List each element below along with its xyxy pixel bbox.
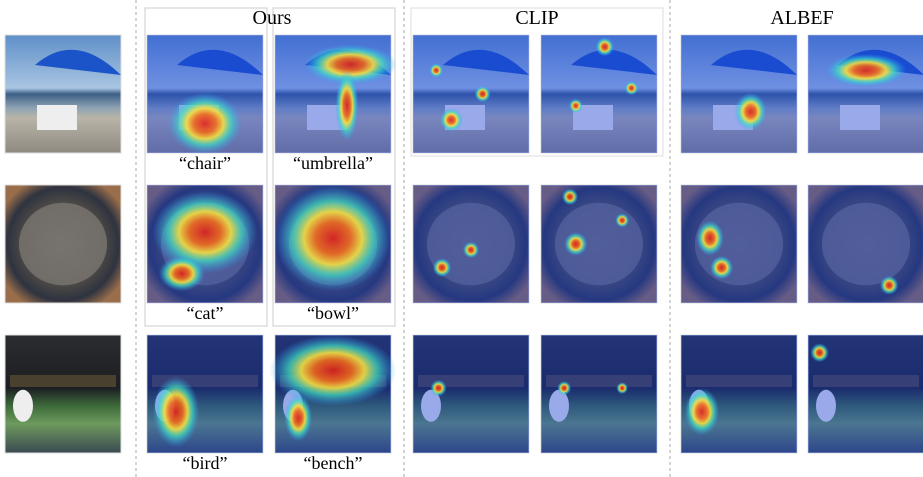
heat-blob xyxy=(615,213,629,227)
tint xyxy=(808,185,923,303)
heat-blob xyxy=(275,185,391,291)
bench xyxy=(10,375,116,387)
heat-blob xyxy=(562,189,578,206)
tint xyxy=(413,35,529,153)
tint xyxy=(541,335,657,453)
heat-blob xyxy=(433,258,452,277)
heat-blob xyxy=(269,335,397,406)
heat-blob xyxy=(825,54,906,87)
caption: “bird” xyxy=(183,453,228,473)
heat-blob xyxy=(710,256,733,280)
heat-blob xyxy=(159,256,205,291)
heat-blob xyxy=(564,232,587,256)
column-header: Ours xyxy=(253,7,292,29)
heat-blob xyxy=(810,343,829,362)
heat-blob xyxy=(440,108,463,132)
heat-blob xyxy=(557,381,571,395)
caption: “chair” xyxy=(179,153,231,173)
figure: Ours CLIP ALBEF “chair” “umbrella” “cat” “b… xyxy=(0,0,923,477)
heat-blob xyxy=(168,93,242,154)
heat-blob xyxy=(625,81,639,95)
heat-blob xyxy=(734,93,766,131)
caption: “cat” xyxy=(187,303,224,323)
cat xyxy=(19,203,107,286)
tint xyxy=(681,35,797,153)
caption: “bench” xyxy=(304,453,363,473)
heat-blob xyxy=(684,388,719,435)
image-grid: “chair” “umbrella” “cat” “bowl” “bird” “bench… xyxy=(5,35,923,473)
heat-blob xyxy=(474,86,490,103)
column-header: CLIP xyxy=(515,7,558,29)
heat-blob xyxy=(153,376,199,447)
heat-blob xyxy=(463,242,479,259)
caption: “umbrella” xyxy=(293,153,373,173)
heat-blob xyxy=(284,394,312,441)
tint xyxy=(413,335,529,453)
tint xyxy=(808,35,923,153)
caption: “bowl” xyxy=(307,303,359,323)
heat-blob xyxy=(430,380,446,397)
column-header: ALBEF xyxy=(770,7,833,29)
heat-blob xyxy=(616,382,628,394)
heat-blob xyxy=(429,63,443,77)
heat-blob xyxy=(596,37,615,56)
heat-blob xyxy=(569,99,583,113)
heat-blob xyxy=(696,220,724,255)
bird xyxy=(13,390,33,422)
chair xyxy=(37,105,77,130)
heat-blob xyxy=(335,70,358,141)
heat-blob xyxy=(880,276,899,295)
tint xyxy=(541,185,657,303)
